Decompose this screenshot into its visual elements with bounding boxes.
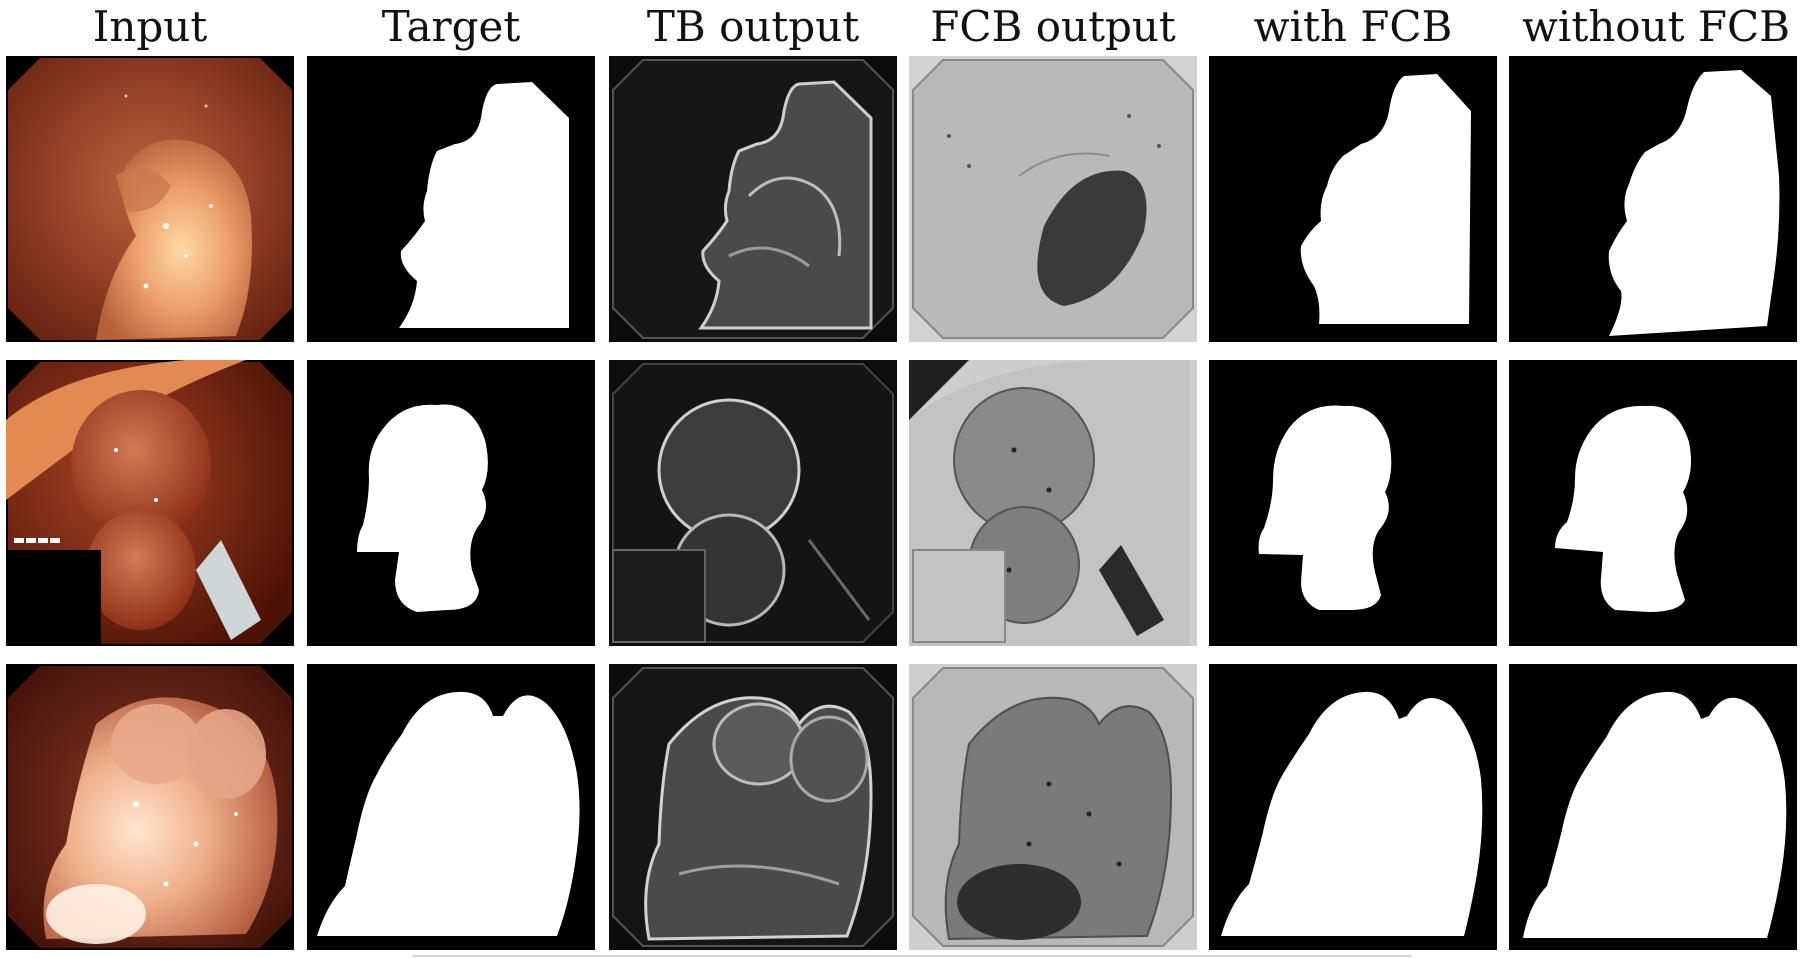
without-fcb-mask-row-1 (1509, 56, 1797, 342)
without-fcb-mask-row-3 (1509, 664, 1797, 950)
target-mask-row-3 (307, 664, 595, 950)
column-title-input: Input (92, 2, 208, 51)
column-title-with-fcb: with FCB (1253, 2, 1453, 51)
column-title-fcb-output: FCB output (930, 2, 1176, 51)
fcb-output-row-1 (909, 56, 1197, 342)
target-mask-row-1 (307, 56, 595, 342)
with-fcb-mask-row-3 (1209, 664, 1497, 950)
without-fcb-mask-row-2 (1509, 360, 1797, 646)
bottom-rule (412, 955, 1412, 957)
input-image-row-1 (6, 56, 294, 342)
with-fcb-mask-row-1 (1209, 56, 1497, 342)
target-mask-row-2 (307, 360, 595, 646)
with-fcb-mask-row-2 (1209, 360, 1497, 646)
column-title-without-fcb: without FCB (1521, 2, 1791, 51)
fcb-output-row-3 (909, 664, 1197, 950)
tb-output-row-3 (609, 664, 897, 950)
column-title-tb-output: TB output (646, 2, 860, 51)
input-image-row-2 (6, 360, 294, 646)
tb-output-row-1 (609, 56, 897, 342)
tb-output-row-2 (609, 360, 897, 646)
fcb-output-row-2 (909, 360, 1197, 646)
column-title-target: Target (381, 2, 521, 51)
input-image-row-3 (6, 664, 294, 950)
